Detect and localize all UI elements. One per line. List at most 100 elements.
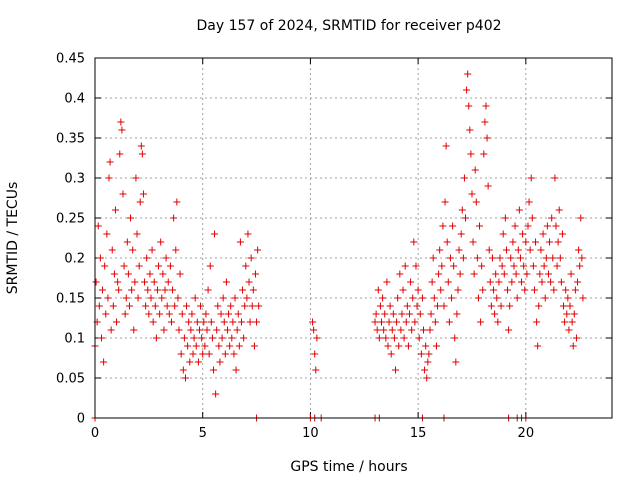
- data-point: [251, 270, 259, 278]
- data-point: [213, 326, 221, 334]
- data-point: [96, 254, 104, 262]
- data-point: [451, 334, 459, 342]
- data-point: [453, 310, 461, 318]
- data-point: [139, 190, 147, 198]
- data-point: [235, 342, 243, 350]
- data-point: [250, 342, 258, 350]
- data-point: [214, 302, 222, 310]
- data-point: [542, 254, 550, 262]
- y-tick-label: 0.05: [56, 372, 85, 387]
- data-point: [166, 262, 174, 270]
- data-point: [505, 326, 513, 334]
- data-point: [473, 254, 481, 262]
- data-point: [123, 238, 131, 246]
- data-point: [225, 310, 233, 318]
- data-point: [527, 174, 535, 182]
- data-point: [192, 342, 200, 350]
- data-point: [158, 294, 166, 302]
- x-tick-label: 5: [199, 426, 207, 441]
- data-point: [205, 350, 213, 358]
- data-point: [253, 318, 261, 326]
- y-tick-label: 0.45: [56, 52, 85, 67]
- data-point: [579, 294, 587, 302]
- data-point: [312, 366, 320, 374]
- data-point: [217, 310, 225, 318]
- data-point: [92, 278, 100, 286]
- data-point: [471, 166, 479, 174]
- data-point: [227, 302, 235, 310]
- data-point: [387, 350, 395, 358]
- data-point: [502, 246, 510, 254]
- data-point: [241, 302, 249, 310]
- data-point: [101, 262, 109, 270]
- data-point: [468, 190, 476, 198]
- data-point: [226, 342, 234, 350]
- y-tick-label: 0.15: [56, 292, 85, 307]
- data-point: [513, 294, 521, 302]
- data-point: [191, 294, 199, 302]
- data-point: [504, 286, 512, 294]
- data-point: [197, 302, 205, 310]
- data-point: [189, 350, 197, 358]
- data-point: [122, 294, 130, 302]
- data-point: [488, 254, 496, 262]
- data-point: [411, 318, 419, 326]
- data-point: [185, 318, 193, 326]
- data-point: [558, 230, 566, 238]
- data-point: [481, 118, 489, 126]
- data-point: [519, 230, 527, 238]
- data-point: [544, 270, 552, 278]
- data-point: [177, 350, 185, 358]
- data-point: [133, 230, 141, 238]
- data-point: [466, 126, 474, 134]
- data-point: [203, 326, 211, 334]
- data-point: [149, 318, 157, 326]
- data-point: [410, 238, 418, 246]
- data-point: [494, 318, 502, 326]
- data-point: [186, 358, 194, 366]
- data-point: [219, 294, 227, 302]
- data-point: [440, 302, 448, 310]
- data-point: [209, 366, 217, 374]
- data-point: [563, 310, 571, 318]
- data-point: [554, 238, 562, 246]
- data-point: [436, 246, 444, 254]
- data-point: [514, 246, 522, 254]
- data-point: [194, 358, 202, 366]
- data-point: [552, 222, 560, 230]
- data-point: [459, 254, 467, 262]
- data-point: [500, 270, 508, 278]
- data-point: [378, 318, 386, 326]
- data-point: [525, 198, 533, 206]
- data-point: [497, 302, 505, 310]
- data-point: [422, 342, 430, 350]
- data-point: [495, 278, 503, 286]
- ticks-layer: 0 0.05 0.1 0.15 0.2 0.25 0.3 0.35 0.4 0.45 0 5 10 15 2…: [56, 52, 612, 441]
- x-tick-label: 20: [518, 426, 535, 441]
- x-tick-label: 15: [410, 426, 427, 441]
- data-point: [439, 222, 447, 230]
- data-point: [183, 302, 191, 310]
- data-point: [121, 310, 129, 318]
- data-point: [567, 270, 575, 278]
- data-point: [152, 334, 160, 342]
- data-point: [143, 254, 151, 262]
- data-point: [398, 310, 406, 318]
- data-point: [499, 230, 507, 238]
- data-point: [464, 70, 472, 78]
- data-point: [111, 206, 119, 214]
- data-point: [150, 278, 158, 286]
- data-point: [207, 318, 215, 326]
- data-point: [109, 302, 117, 310]
- data-point: [159, 270, 167, 278]
- data-point: [571, 286, 579, 294]
- data-point: [407, 278, 415, 286]
- data-point: [170, 214, 178, 222]
- data-point: [136, 198, 144, 206]
- data-point: [562, 286, 570, 294]
- data-point: [137, 142, 145, 150]
- data-point: [522, 238, 530, 246]
- data-point: [164, 278, 172, 286]
- data-point: [104, 294, 112, 302]
